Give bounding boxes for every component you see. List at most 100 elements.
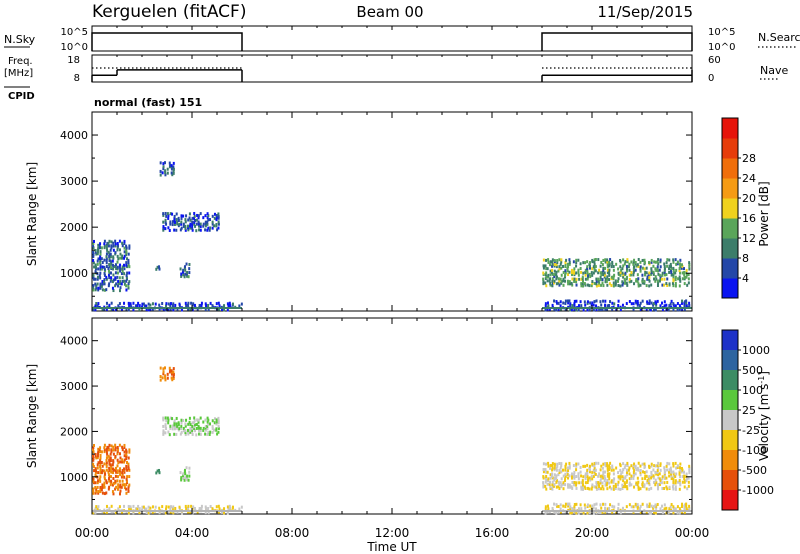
velocity-echo-pixel [644, 474, 647, 478]
velocity-echo-pixel [101, 491, 104, 495]
velocity-echo-pixel [630, 464, 633, 468]
velocity-echo-pixel [120, 485, 123, 489]
power-echo-pixel [209, 301, 212, 305]
power-echo-pixel [553, 258, 556, 262]
velocity-echo-pixel [632, 470, 635, 474]
power-echo-pixel [646, 301, 649, 305]
power-echo-pixel [187, 226, 190, 230]
velocity-echo-pixel [164, 431, 167, 435]
power-echo-pixel [99, 276, 102, 280]
power-echo-pixel [198, 303, 201, 307]
power-echo-pixel [580, 284, 583, 288]
velocity-echo-pixel [185, 507, 188, 511]
velocity-echo-pixel [686, 487, 689, 491]
velocity-echo-pixel [685, 479, 688, 483]
velocity-echo-pixel [649, 511, 652, 515]
velocity-echo-pixel [126, 461, 129, 465]
velocity-echo-pixel [621, 470, 624, 474]
velocity-echo-pixel [575, 502, 578, 506]
velocity-echo-pixel [663, 481, 666, 485]
power-echo-pixel [659, 304, 662, 308]
power-echo-pixel [568, 260, 571, 264]
velocity-echo-pixel [549, 480, 552, 484]
velocity-echo-pixel [158, 468, 161, 472]
power-echo-pixel [683, 304, 686, 308]
power-echo-pixel [93, 265, 96, 269]
velocity-echo-pixel [608, 472, 611, 476]
power-echo-pixel [92, 254, 95, 258]
power-echo-pixel [116, 271, 119, 275]
velocity-echo-pixel [159, 378, 162, 382]
velocity-echo-pixel [636, 483, 639, 487]
velocity-echo-pixel [566, 502, 569, 506]
power-echo-pixel [162, 162, 165, 166]
velocity-echo-pixel [96, 485, 99, 489]
velocity-echo-pixel [674, 485, 677, 489]
velocity-echo-pixel [562, 482, 565, 486]
velocity-echo-pixel [619, 468, 622, 472]
velocity-echo-pixel [165, 505, 168, 509]
velocity-echo-pixel [542, 470, 545, 474]
velocity-echo-pixel [551, 476, 554, 480]
velocity-echo-pixel [187, 506, 190, 510]
power-echo-pixel [619, 284, 622, 288]
velocity-echo-pixel [612, 484, 615, 488]
velocity-echo-pixel [556, 462, 559, 466]
velocity-echo-pixel [611, 466, 614, 470]
velocity-echo-pixel [99, 475, 102, 479]
velocity-echo-pixel [660, 481, 663, 485]
power-echo-pixel [166, 167, 169, 171]
power-echo-pixel [94, 282, 97, 286]
power-echo-pixel [547, 260, 550, 264]
velocity-echo-pixel [555, 477, 558, 481]
velocity-echo-pixel [650, 504, 653, 508]
velocity-echo-pixel [99, 453, 102, 457]
power-echo-pixel [590, 284, 593, 288]
velocity-echo-pixel [106, 452, 109, 456]
power-echo-pixel [217, 214, 220, 218]
velocity-echo-pixel [650, 470, 653, 474]
power-echo-pixel [200, 301, 203, 305]
velocity-echo-pixel [128, 483, 131, 487]
power-echo-pixel [110, 301, 113, 305]
power-echo-pixel [105, 277, 108, 281]
velocity-echo-pixel [121, 483, 124, 487]
velocity-echo-pixel [125, 479, 128, 483]
velocity-echo-pixel [586, 505, 589, 509]
power-echo-pixel [641, 281, 644, 285]
power-echo-pixel [180, 220, 183, 224]
power-echo-pixel [614, 279, 617, 283]
power-echo-pixel [121, 265, 124, 269]
power-echo-pixel [604, 266, 607, 270]
power-echo-pixel [685, 301, 688, 305]
power-echo-pixel [202, 222, 205, 226]
velocity-echo-pixel [654, 483, 657, 487]
power-echo-pixel [559, 277, 562, 281]
power-echo-pixel [105, 307, 108, 311]
velocity-echo-pixel [606, 464, 609, 468]
power-echo-pixel [542, 282, 545, 286]
velocity-echo-pixel [685, 504, 688, 508]
velocity-echo-pixel [626, 463, 629, 467]
power-echo-pixel [643, 261, 646, 265]
power-echo-pixel [114, 265, 117, 269]
power-echo-pixel [601, 278, 604, 282]
velocity-echo-pixel [567, 476, 570, 480]
power-echo-pixel [551, 284, 554, 288]
velocity-echo-pixel [109, 475, 112, 479]
power-echo-pixel [634, 261, 637, 265]
x-tick-label: 16:00 [475, 526, 510, 540]
velocity-echo-pixel [601, 484, 604, 488]
velocity-echo-pixel [553, 462, 556, 466]
velocity-echo-pixel [127, 456, 130, 460]
power-echo-pixel [622, 264, 625, 268]
power-echo-pixel [172, 308, 175, 312]
velocity-echo-pixel [105, 450, 108, 454]
velocity-echo-pixel [117, 507, 120, 511]
power-echo-pixel [94, 267, 97, 271]
velocity-echo-pixel [630, 476, 633, 480]
velocity-echo-pixel [171, 507, 174, 511]
power-echo-pixel [105, 246, 108, 250]
velocity-echo-pixel [194, 423, 197, 427]
velocity-echo-pixel [217, 510, 220, 514]
